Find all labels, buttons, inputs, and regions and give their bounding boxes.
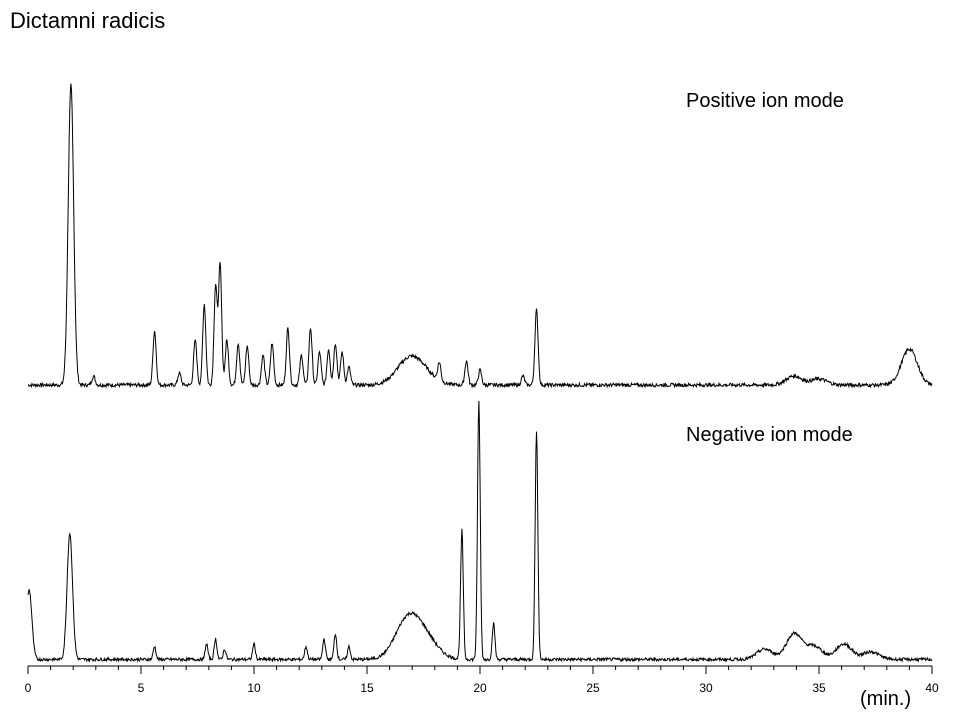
positive-ion-trace-line xyxy=(27,83,933,389)
positive-ion-trace-group: Positive ion mode xyxy=(27,83,933,389)
chart-title: Dictamni radicis xyxy=(10,8,166,33)
x-tick-label: 40 xyxy=(925,681,939,695)
x-tick-label: 25 xyxy=(586,681,600,695)
x-tick-label: 30 xyxy=(699,681,713,695)
x-tick-label: 10 xyxy=(247,681,261,695)
x-tick-label: 5 xyxy=(138,681,145,695)
x-axis-unit-label: (min.) xyxy=(860,688,911,710)
x-axis: 0 5 10 15 20 25 30 35 40 xyxy=(25,665,939,695)
negative-ion-mode-label: Negative ion mode xyxy=(686,424,853,446)
x-tick-label: 20 xyxy=(473,681,487,695)
x-tick-label: 0 xyxy=(25,681,32,695)
negative-ion-trace-line xyxy=(27,400,933,663)
x-tick-label: 15 xyxy=(360,681,374,695)
x-tick-label: 35 xyxy=(812,681,826,695)
negative-ion-trace-group: Negative ion mode xyxy=(27,400,933,663)
positive-ion-mode-label: Positive ion mode xyxy=(686,90,844,112)
